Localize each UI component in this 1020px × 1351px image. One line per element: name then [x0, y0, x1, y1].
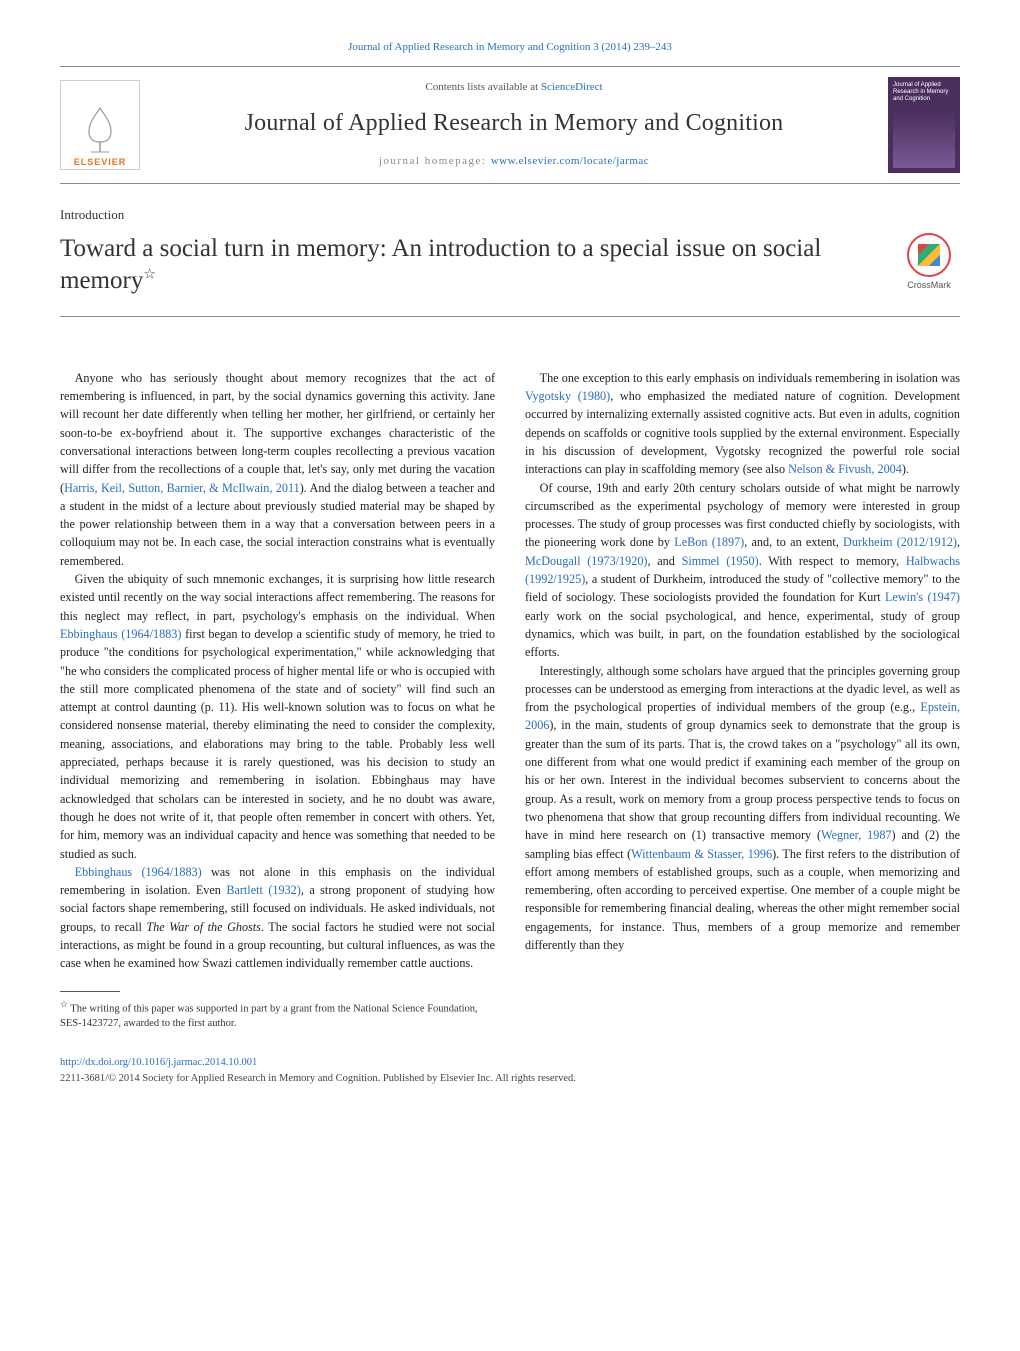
publisher-logo: ELSEVIER	[60, 80, 140, 170]
body-paragraph: Given the ubiquity of such mnemonic exch…	[60, 570, 495, 863]
citation-link[interactable]: Durkheim (2012/1912)	[843, 535, 957, 549]
citation-link[interactable]: Wegner, 1987	[821, 828, 891, 842]
citation-link[interactable]: Ebbinghaus (1964/1883)	[60, 627, 181, 641]
citation-link[interactable]: McDougall (1973/1920)	[525, 554, 647, 568]
section-label: Introduction	[60, 206, 960, 225]
journal-cover-thumb: Journal of Applied Research in Memory an…	[888, 77, 960, 173]
sciencedirect-link[interactable]: ScienceDirect	[541, 81, 603, 93]
journal-homepage-link[interactable]: www.elsevier.com/locate/jarmac	[491, 155, 649, 167]
page-footer: http://dx.doi.org/10.1016/j.jarmac.2014.…	[60, 1055, 960, 1087]
body-paragraph: Anyone who has seriously thought about m…	[60, 369, 495, 570]
crossmark-icon	[907, 233, 951, 277]
article-title: Toward a social turn in memory: An intro…	[60, 233, 882, 298]
running-citation: Journal of Applied Research in Memory an…	[60, 40, 960, 56]
title-footnote-marker: ☆	[143, 268, 156, 283]
footnote: ☆ The writing of this paper was supporte…	[60, 998, 490, 1032]
citation-link[interactable]: Harris, Keil, Sutton, Barnier, & McIlwai…	[64, 481, 300, 495]
journal-homepage-line: journal homepage: www.elsevier.com/locat…	[154, 154, 874, 170]
citation-link[interactable]: Ebbinghaus (1964/1883)	[75, 865, 202, 879]
body-paragraph: Of course, 19th and early 20th century s…	[525, 479, 960, 662]
citation-link[interactable]: Bartlett (1932)	[226, 883, 301, 897]
citation-link[interactable]: Nelson & Fivush, 2004	[788, 462, 902, 476]
crossmark-badge[interactable]: CrossMark	[898, 233, 960, 292]
journal-name: Journal of Applied Research in Memory an…	[154, 106, 874, 141]
body-paragraph: Interestingly, although some scholars ha…	[525, 662, 960, 955]
tree-icon	[77, 102, 123, 156]
footnote-separator	[60, 991, 120, 992]
body-paragraph: Ebbinghaus (1964/1883) was not alone in …	[60, 863, 495, 973]
citation-link[interactable]: Vygotsky (1980)	[525, 389, 610, 403]
issn-copyright-line: 2211-3681/© 2014 Society for Applied Res…	[60, 1073, 576, 1084]
masthead: ELSEVIER Contents lists available at Sci…	[60, 66, 960, 184]
citation-link[interactable]: LeBon (1897)	[674, 535, 744, 549]
publisher-logo-text: ELSEVIER	[74, 156, 127, 169]
citation-link[interactable]: Wittenbaum & Stasser, 1996	[631, 847, 772, 861]
body-paragraph: The one exception to this early emphasis…	[525, 369, 960, 479]
doi-link[interactable]: http://dx.doi.org/10.1016/j.jarmac.2014.…	[60, 1057, 257, 1068]
citation-link[interactable]: Simmel (1950)	[682, 554, 759, 568]
citation-link[interactable]: Epstein, 2006	[525, 700, 960, 732]
article-body: Anyone who has seriously thought about m…	[60, 369, 960, 973]
contents-available-line: Contents lists available at ScienceDirec…	[154, 80, 874, 96]
citation-link[interactable]: Lewin's (1947)	[885, 590, 960, 604]
